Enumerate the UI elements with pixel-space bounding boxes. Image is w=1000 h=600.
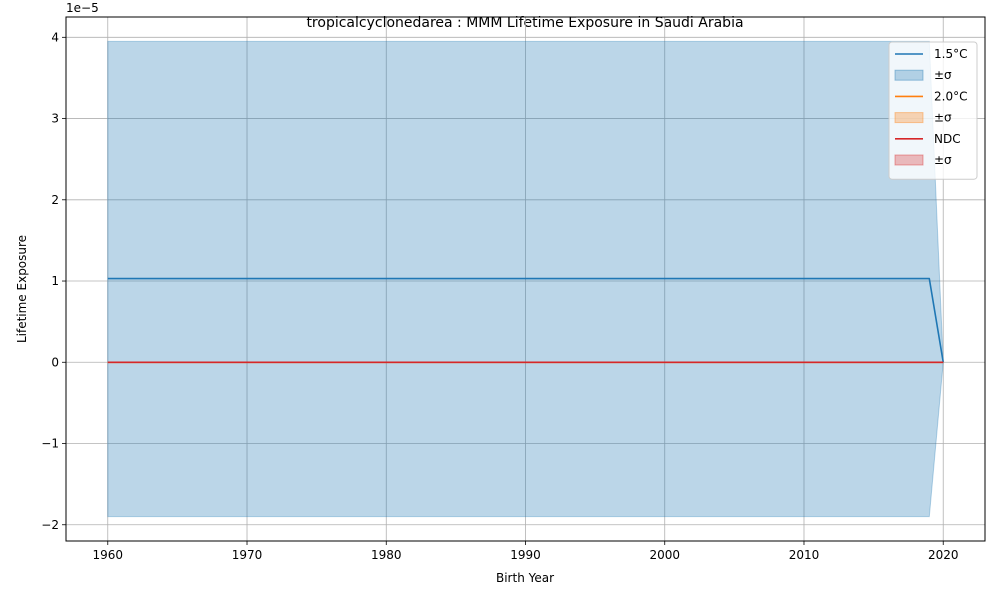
y-axis-offset-label: 1e−5	[66, 1, 99, 15]
x-tick-label: 1980	[371, 548, 402, 562]
x-tick-label: 2010	[789, 548, 820, 562]
x-axis-label: Birth Year	[496, 571, 554, 585]
legend-entry-label: 1.5°C	[934, 47, 967, 61]
y-axis-label: Lifetime Exposure	[15, 235, 29, 343]
y-tick-label: 2	[51, 193, 59, 207]
y-tick-label: 3	[51, 112, 59, 126]
x-tick-label: 1990	[510, 548, 541, 562]
lines	[107, 277, 945, 364]
x-tick-label: 2020	[928, 548, 959, 562]
x-tick-label: 1960	[92, 548, 123, 562]
y-tick-label: 4	[51, 30, 59, 44]
x-tick-label: 2000	[649, 548, 680, 562]
y-tick-label: −2	[41, 518, 59, 532]
y-tick-label: −1	[41, 437, 59, 451]
chart-title: tropicalcyclonedarea : MMM Lifetime Expo…	[306, 15, 743, 31]
legend-band-swatch	[894, 69, 924, 81]
line-series-0	[107, 277, 945, 363]
legend: 1.5°C ±σ 2.0°C ±σ NDC ±σ	[888, 41, 978, 180]
legend-band-label: ±σ	[934, 153, 952, 167]
y-tick-label: 1	[51, 274, 59, 288]
y-tick-label: 0	[51, 355, 59, 369]
x-tick-label: 1970	[232, 548, 263, 562]
x-axis-ticks: 1960 1970 1980 1990 2000 2010 2020	[92, 541, 959, 562]
legend-box	[888, 41, 978, 180]
legend-entry-label: 2.0°C	[934, 89, 967, 103]
legend-entry-label: NDC	[934, 132, 961, 146]
legend-band-label: ±σ	[934, 111, 952, 125]
legend-band-swatch	[894, 112, 924, 124]
legend-band-swatch	[894, 154, 924, 166]
legend-band-label: ±σ	[934, 68, 952, 82]
y-axis-ticks: −2 −1 0 1 2 3 4	[41, 30, 66, 532]
